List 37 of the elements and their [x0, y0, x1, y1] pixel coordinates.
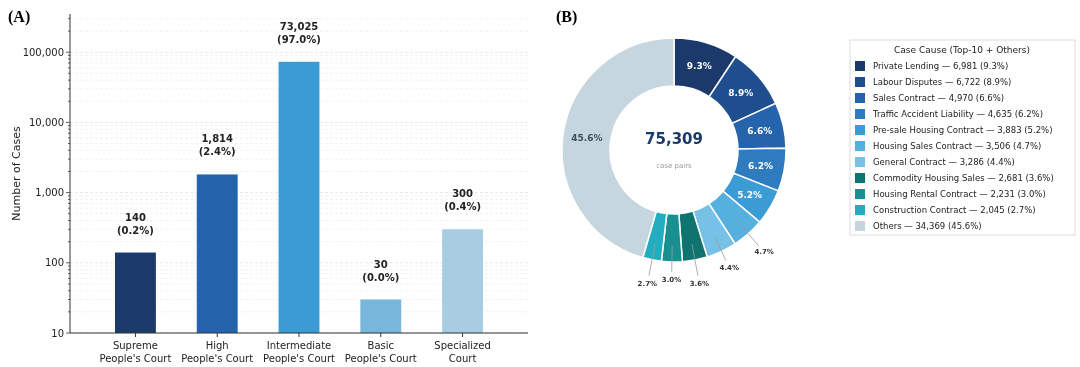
x-tick-label: Supreme People's Court — [99, 340, 172, 364]
data-label: 6.2% — [748, 160, 774, 171]
chart-title: (B) — [556, 8, 578, 26]
legend-label: Sales Contract — 4,970 (6.6%) — [873, 92, 1005, 103]
x-tick-label: Intermediate People's Court — [263, 340, 335, 364]
data-label: 8.9% — [728, 87, 754, 98]
data-label: 45.6% — [571, 132, 603, 143]
x-tick-label: Basic People's Court — [344, 340, 417, 364]
text: 75,309 — [645, 130, 703, 148]
data-label: 300 (0.4%) — [444, 188, 482, 213]
y-tick-label: 100,000 — [22, 46, 64, 58]
y-tick-label: 10,000 — [29, 116, 64, 128]
data-label: 30 (0.0%) — [362, 258, 400, 283]
data-label: 140 (0.2%) — [116, 211, 154, 236]
data-label: 1,814 (2.4%) — [198, 133, 236, 158]
legend-label: Construction Contract — 2,045 (2.7%) — [873, 204, 1036, 215]
legend-label: Private Lending — 6,981 (9.3%) — [873, 60, 1009, 71]
y-axis-title: Number of Cases — [10, 126, 23, 221]
legend-label: General Contract — 3,286 (4.4%) — [873, 156, 1015, 167]
data-label: 9.3% — [686, 60, 712, 71]
x-tick-label: Specialized Court — [434, 340, 491, 364]
legend-label: Pre-sale Housing Contract — 3,883 (5.2%) — [873, 124, 1053, 135]
legend-label: Commodity Housing Sales — 2,681 (3.6%) — [873, 172, 1054, 183]
legend-title: Case Cause (Top-10 + Others) — [894, 45, 1030, 55]
data-label: 5.2% — [737, 190, 763, 201]
legend-label: Others — 34,369 (45.6%) — [873, 220, 982, 231]
x-tick-label: High People's Court — [181, 340, 254, 364]
y-tick-label: 100 — [44, 257, 64, 269]
y-tick-label: 10 — [51, 327, 64, 339]
legend-label: Labour Disputes — 6,722 (8.9%) — [873, 76, 1012, 87]
legend-label: Housing Sales Contract — 3,506 (4.7%) — [873, 140, 1042, 151]
y-tick-label: 1,000 — [35, 187, 64, 199]
legend-label: Traffic Accident Liability — 4,635 (6.2%) — [872, 108, 1043, 119]
data-label: 6.6% — [747, 125, 773, 136]
data-label: 73,025 (97.0%) — [277, 20, 321, 45]
chart-title: (A) — [8, 8, 31, 26]
legend-label: Housing Rental Contract — 2,231 (3.0%) — [873, 188, 1046, 199]
